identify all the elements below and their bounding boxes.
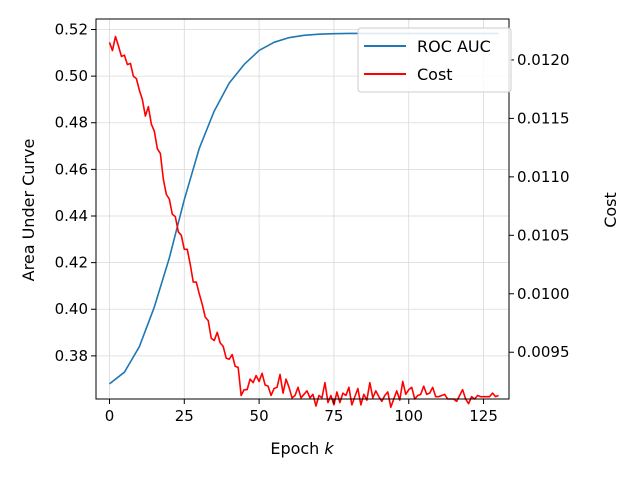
right-y-axis-label: Cost (601, 192, 620, 228)
x-tick-label: 0 (105, 407, 115, 425)
x-axis-label-text: Epoch (270, 439, 324, 458)
left-y-tick-label: 0.42 (55, 254, 88, 272)
left-y-axis-ticks: 0.38 0.40 0.42 0.44 0.46 0.48 0.50 0.52 (55, 20, 96, 365)
left-y-tick-label: 0.46 (55, 160, 88, 178)
right-y-tick-label: 0.0120 (517, 51, 570, 69)
right-y-tick-label: 0.0110 (517, 168, 570, 186)
x-axis-label-variable: k (324, 439, 334, 458)
legend-box (357, 27, 512, 93)
right-y-tick-label: 0.0095 (517, 343, 570, 361)
x-tick-label: 75 (324, 407, 343, 425)
left-y-tick-label: 0.52 (55, 20, 88, 38)
x-tick-label: 25 (175, 407, 194, 425)
x-axis-ticks: 0 25 50 75 100 125 (105, 399, 498, 425)
x-axis-label: Epoch k (270, 439, 334, 458)
legend-label-cost: Cost (417, 65, 453, 84)
right-y-axis-ticks: 0.0095 0.0100 0.0105 0.0110 0.0115 0.0120 (509, 51, 570, 361)
left-y-tick-label: 0.38 (55, 347, 88, 365)
right-y-tick-label: 0.0100 (517, 285, 570, 303)
grid-vertical-lines (109, 19, 484, 399)
plot-frame (95, 18, 510, 400)
right-y-tick-label: 0.0105 (517, 226, 570, 244)
x-tick-label: 100 (394, 407, 423, 425)
right-y-tick-label: 0.0115 (517, 109, 570, 127)
left-y-tick-label: 0.48 (55, 114, 88, 132)
legend: ROC AUC Cost (357, 27, 512, 93)
left-y-tick-label: 0.44 (55, 207, 88, 225)
legend-label-roc-auc: ROC AUC (417, 37, 491, 56)
left-y-tick-label: 0.40 (55, 300, 88, 318)
x-tick-label: 125 (469, 407, 498, 425)
left-y-axis-label: Area Under Curve (19, 139, 38, 282)
x-tick-label: 50 (250, 407, 269, 425)
series-line-cost (108, 35, 499, 408)
left-y-tick-label: 0.50 (55, 67, 88, 85)
grid-horizontal-lines (96, 29, 509, 357)
